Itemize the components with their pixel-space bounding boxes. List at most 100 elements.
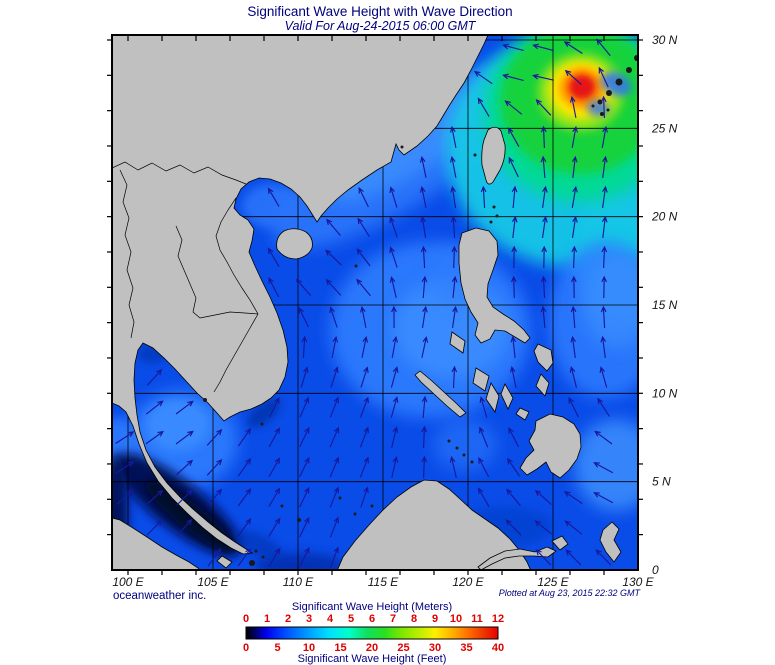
wave-direction-arrow [563, 41, 583, 54]
wave-height-patch [600, 71, 632, 97]
wave-direction-arrow [301, 335, 308, 359]
wave-direction-arrow [360, 486, 369, 508]
colorbar-gradient-bar [245, 626, 499, 640]
wave-direction-arrow [146, 368, 163, 386]
wave-direction-arrow [596, 38, 611, 57]
wave-direction-arrow [176, 459, 194, 476]
wave-direction-arrow [329, 426, 340, 448]
wave-direction-arrow [390, 366, 399, 388]
wave-direction-arrow [389, 186, 398, 208]
country-border-line [175, 225, 259, 319]
colorbar-meters-ticks: 0 1 2 3 4 5 6 7 8 9 10 11 12 [243, 613, 504, 625]
x-tick-label: 110 E [283, 575, 314, 589]
wave-direction-arrow [451, 245, 458, 269]
landmass-sulawesi [477, 546, 557, 570]
island-dot [254, 549, 258, 553]
wave-direction-arrow [326, 218, 341, 236]
wave-direction-arrow [389, 275, 397, 298]
country-border-line [119, 169, 135, 339]
wave-direction-arrow [450, 125, 457, 148]
y-tick-label: 0 [652, 563, 659, 577]
wave-height-patch [247, 398, 281, 428]
island-dot [462, 453, 466, 457]
wave-direction-arrow [540, 155, 547, 179]
wave-direction-arrow [361, 335, 369, 358]
wave-direction-arrow [571, 155, 578, 178]
wave-direction-arrow [602, 155, 608, 178]
wave-direction-arrow [421, 395, 428, 419]
y-tick-label: 15 N [652, 298, 678, 312]
island-dot [297, 518, 301, 522]
meters-tick-number: 9 [432, 613, 438, 625]
wave-direction-arrow [421, 305, 428, 328]
wave-direction-arrow [479, 426, 489, 448]
wave-direction-arrow [299, 486, 310, 508]
meters-tick-number: 2 [285, 613, 291, 625]
axis-tick-marks [107, 36, 643, 575]
wave-direction-arrow [570, 305, 577, 329]
x-tick-label: 130 E [622, 575, 654, 589]
landmass-bohol [515, 407, 530, 421]
wave-direction-arrow [391, 335, 398, 358]
country-borders [112, 161, 259, 393]
wave-direction-arrow [450, 185, 457, 208]
island-dot [606, 108, 610, 112]
wave-height-patch [569, 75, 595, 99]
wave-height-patch [433, 419, 497, 471]
wave-direction-arrow [541, 215, 548, 238]
wave-direction-arrow [146, 519, 163, 536]
wave-direction-arrow [299, 396, 310, 418]
wave-direction-arrow [600, 335, 607, 358]
wave-direction-arrow [420, 245, 427, 269]
island-dot [260, 422, 264, 426]
wave-direction-arrow [298, 306, 309, 328]
feet-tick-number: 20 [366, 642, 378, 654]
wave-direction-arrow [534, 489, 552, 506]
island-dot [203, 398, 207, 402]
wave-direction-arrow [568, 396, 579, 418]
wave-direction-arrow [359, 426, 369, 448]
wave-direction-arrow [451, 275, 458, 298]
small-islands [203, 55, 638, 566]
wave-direction-arrow [540, 305, 547, 329]
wave-direction-arrow [599, 366, 608, 388]
wave-direction-arrow [175, 430, 194, 445]
wave-direction-arrow [329, 516, 339, 538]
wave-direction-arrow [569, 95, 577, 118]
wave-direction-arrow [330, 366, 339, 388]
wave-direction-arrow [267, 187, 280, 207]
y-tick-label: 20 N [651, 210, 678, 224]
wave-direction-arrow [504, 100, 523, 115]
wave-direction-arrow [540, 275, 547, 299]
oceanweather-credit: oceanweather inc. [113, 590, 206, 602]
wave-direction-arrow [299, 516, 310, 538]
landmass-sumatra [112, 517, 201, 570]
landmass-cebu [500, 383, 514, 410]
wave-direction-arrow [329, 456, 340, 478]
wave-direction-arrow [356, 248, 371, 267]
wave-direction-arrow [329, 306, 338, 328]
island-dot [473, 153, 477, 157]
wave-direction-arrow [357, 217, 370, 237]
landmass-bangka [216, 555, 233, 569]
wave-direction-arrow [593, 492, 614, 504]
longitude-labels: 100 E 105 E 110 E 115 E 120 E 125 E 130 E [112, 575, 654, 589]
wave-direction-arrow [176, 489, 193, 506]
island-dot [492, 205, 496, 209]
landmass-asia-mainland [112, 35, 489, 555]
landmass-palawan [414, 370, 467, 418]
island-dot [353, 512, 357, 516]
country-border-line [215, 197, 259, 315]
wave-direction-arrow [391, 425, 399, 448]
colorbar-feet-ticks: 0 5 10 15 20 25 30 35 40 [243, 642, 504, 654]
wave-direction-arrow [510, 275, 517, 299]
x-tick-label: 120 E [452, 575, 484, 589]
wave-direction-arrow [360, 366, 369, 388]
island-dot [597, 99, 603, 105]
wave-height-patch [146, 399, 210, 451]
wave-direction-arrow [564, 69, 582, 86]
island-dot [338, 496, 342, 500]
island-dot [400, 145, 404, 149]
